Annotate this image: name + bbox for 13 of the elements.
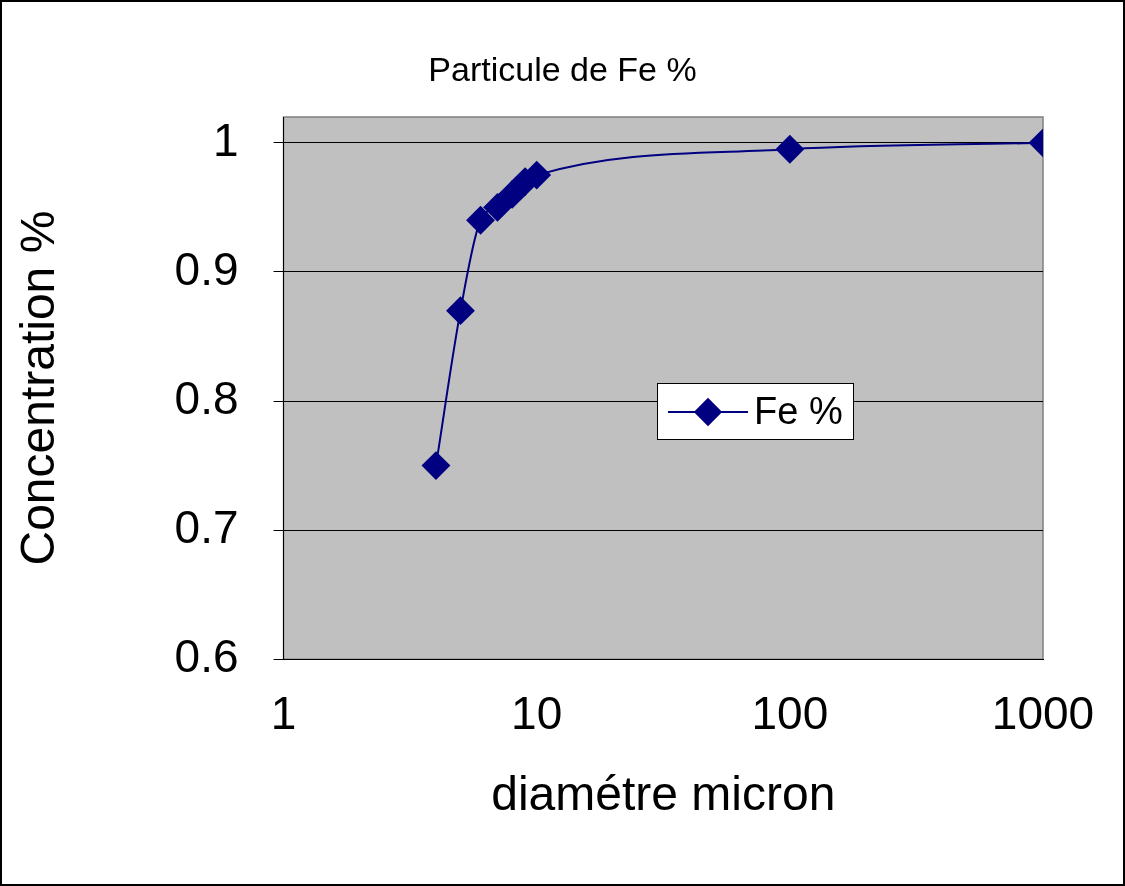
y-tick-label: 0.6 bbox=[174, 629, 239, 682]
x-tick-label: 1 bbox=[270, 687, 297, 740]
y-tick-label: 0.9 bbox=[174, 242, 239, 295]
y-axis-title: Concentration % bbox=[11, 210, 65, 566]
y-tick-label: 0.7 bbox=[174, 500, 239, 553]
x-tick-label: 10 bbox=[511, 687, 563, 740]
x-tick-label: 100 bbox=[751, 687, 829, 740]
x-axis-title: diamétre micron bbox=[491, 767, 836, 821]
y-tick-label: 1 bbox=[212, 113, 239, 166]
x-tick-label: 1000 bbox=[991, 687, 1095, 740]
legend-label: Fe % bbox=[754, 390, 843, 433]
chart-title: Particule de Fe % bbox=[427, 50, 698, 89]
y-tick-label: 0.8 bbox=[174, 371, 239, 424]
